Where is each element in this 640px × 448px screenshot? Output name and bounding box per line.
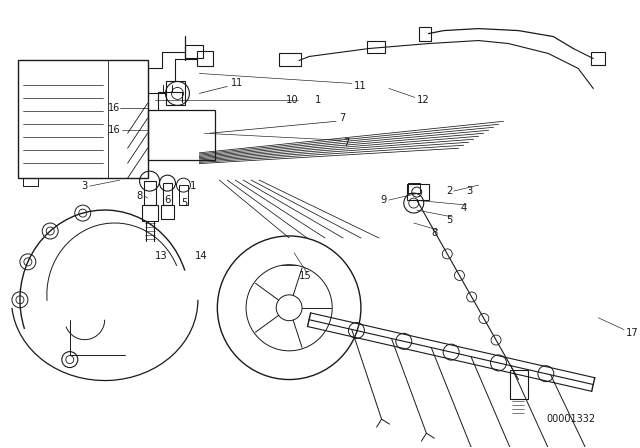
Text: 15: 15 bbox=[299, 271, 312, 281]
Bar bbox=[18, 60, 148, 178]
Text: 6: 6 bbox=[164, 195, 171, 205]
Text: 1: 1 bbox=[189, 181, 196, 191]
Text: 9: 9 bbox=[381, 195, 387, 205]
Bar bbox=[511, 370, 529, 400]
Bar bbox=[161, 205, 175, 219]
Text: 00001332: 00001332 bbox=[547, 414, 595, 424]
Bar bbox=[179, 185, 188, 205]
Text: 3: 3 bbox=[82, 181, 88, 191]
Bar bbox=[166, 82, 186, 105]
Text: 14: 14 bbox=[195, 251, 207, 261]
Bar bbox=[141, 205, 157, 221]
Text: 10: 10 bbox=[286, 95, 299, 105]
Text: 7: 7 bbox=[339, 113, 345, 123]
Text: 7: 7 bbox=[343, 138, 349, 148]
Text: 16: 16 bbox=[108, 125, 120, 135]
Text: 4: 4 bbox=[461, 203, 467, 213]
Bar bbox=[163, 183, 173, 205]
Text: 16: 16 bbox=[108, 103, 120, 113]
Text: 12: 12 bbox=[417, 95, 429, 105]
Text: 1: 1 bbox=[315, 95, 321, 105]
Text: 8: 8 bbox=[432, 228, 438, 238]
Bar bbox=[148, 110, 215, 160]
Text: 8: 8 bbox=[136, 191, 143, 201]
Bar bbox=[407, 184, 429, 200]
Text: 3: 3 bbox=[467, 186, 473, 196]
Bar bbox=[143, 181, 156, 205]
Text: 11: 11 bbox=[354, 82, 367, 91]
Text: 2: 2 bbox=[447, 186, 453, 196]
Text: 17: 17 bbox=[626, 327, 639, 338]
Text: 5: 5 bbox=[182, 198, 188, 208]
Text: 13: 13 bbox=[154, 251, 167, 261]
Bar bbox=[186, 44, 204, 59]
Bar bbox=[279, 52, 301, 66]
Bar bbox=[408, 183, 420, 193]
Text: 5: 5 bbox=[447, 215, 453, 225]
Text: 11: 11 bbox=[231, 78, 244, 88]
Bar bbox=[197, 51, 213, 65]
Bar bbox=[419, 26, 431, 41]
Bar bbox=[591, 52, 605, 65]
Bar bbox=[367, 41, 385, 52]
